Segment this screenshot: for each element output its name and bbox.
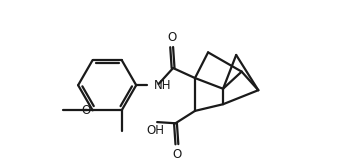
Text: O: O — [81, 104, 90, 117]
Text: OH: OH — [146, 124, 164, 137]
Text: O: O — [167, 31, 176, 44]
Text: NH: NH — [154, 79, 171, 92]
Text: O: O — [172, 148, 182, 161]
